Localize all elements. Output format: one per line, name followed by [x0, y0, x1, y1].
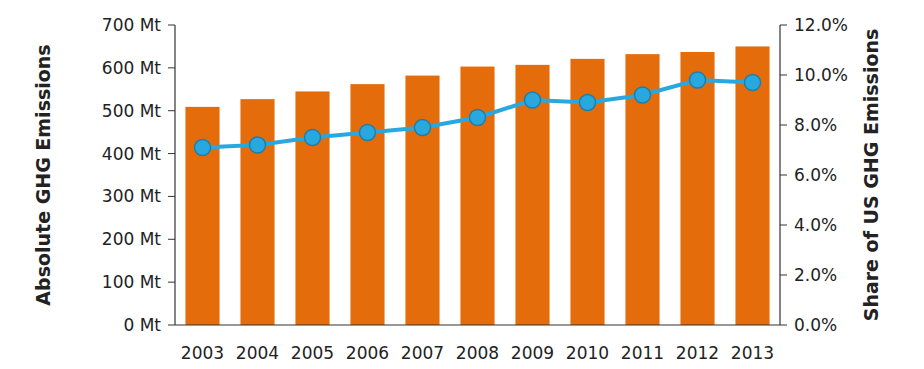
chart-container: 0 Mt 100 Mt 200 Mt 300 Mt 400 Mt 500 Mt 600 Mt…: [0, 0, 924, 369]
line: [203, 80, 753, 148]
y2-tick-label: 10.0%: [794, 65, 848, 85]
y-tick-label: 700 Mt: [102, 15, 162, 35]
y2-tick-label: 2.0%: [794, 265, 837, 285]
y2-tick-label: 8.0%: [794, 115, 837, 135]
y-tick: [168, 325, 175, 326]
plot-area: [185, 46, 769, 325]
x-tick-label: 2008: [456, 343, 499, 363]
x-axis-line: [175, 324, 780, 325]
y-axis-line: [174, 25, 175, 325]
y2-tick: [780, 325, 787, 326]
x-tick-label: 2009: [511, 343, 554, 363]
y2-tick: [780, 275, 787, 276]
x-tick-label: 2005: [291, 343, 334, 363]
y-tick-label: 600 Mt: [102, 58, 162, 78]
bar: [570, 59, 604, 325]
y2-tick-label: 12.0%: [794, 15, 848, 35]
bar: [405, 76, 439, 325]
marker: [635, 87, 651, 103]
x-tick-label: 2006: [346, 343, 389, 363]
marker: [195, 140, 211, 156]
bar: [460, 67, 494, 325]
y-tick: [168, 25, 175, 26]
y2-tick: [780, 25, 787, 26]
marker: [415, 120, 431, 136]
y2-tick-label: 4.0%: [794, 215, 837, 235]
y-tick-label: 200 Mt: [102, 229, 162, 249]
y-tick: [168, 110, 175, 111]
y-tick-label: 0 Mt: [123, 315, 161, 335]
y2-tick-label: 6.0%: [794, 165, 837, 185]
marker: [305, 130, 321, 146]
marker: [250, 137, 266, 153]
y-tick: [168, 196, 175, 197]
y2-tick: [780, 125, 787, 126]
x-tick-label: 2012: [676, 343, 719, 363]
marker: [525, 92, 541, 108]
y-tick-label: 100 Mt: [102, 272, 162, 292]
x-tick-label: 2011: [621, 343, 664, 363]
marker: [745, 75, 761, 91]
y2-axis-title: Share of US GHG Emissions: [860, 29, 882, 322]
y-axis-title: Absolute GHG Emissions: [32, 44, 54, 305]
y-tick: [168, 153, 175, 154]
bar: [240, 99, 274, 325]
x-tick-label: 2010: [566, 343, 609, 363]
marker: [690, 72, 706, 88]
x-tick-label: 2003: [181, 343, 224, 363]
bar: [185, 107, 219, 325]
bar: [350, 84, 384, 325]
bar: [735, 46, 769, 325]
x-tick-label: 2004: [236, 343, 279, 363]
x-tick-label: 2013: [731, 343, 774, 363]
marker: [470, 110, 486, 126]
y2-tick-label: 0.0%: [794, 315, 837, 335]
chart-svg: 0 Mt 100 Mt 200 Mt 300 Mt 400 Mt 500 Mt 600 Mt…: [0, 0, 924, 369]
y2-tick: [780, 75, 787, 76]
bar: [680, 52, 714, 325]
x-tick-label: 2007: [401, 343, 444, 363]
bar: [295, 91, 329, 325]
y-tick: [168, 239, 175, 240]
y-tick: [168, 67, 175, 68]
y-tick-label: 300 Mt: [102, 186, 162, 206]
marker: [360, 125, 376, 141]
marker: [580, 95, 596, 111]
y-tick: [168, 282, 175, 283]
y2-tick: [780, 175, 787, 176]
y-tick-label: 400 Mt: [102, 144, 162, 164]
y-tick-label: 500 Mt: [102, 101, 162, 121]
y2-tick: [780, 225, 787, 226]
